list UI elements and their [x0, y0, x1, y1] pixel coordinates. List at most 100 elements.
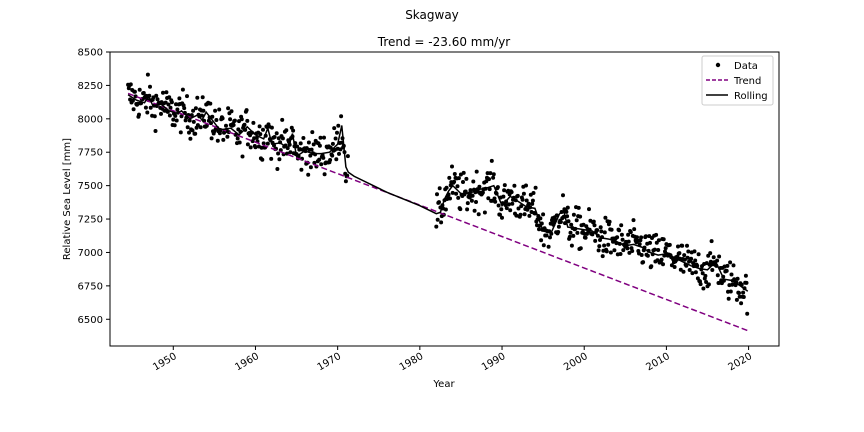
data-point — [461, 170, 466, 175]
data-point — [171, 117, 176, 122]
data-point — [463, 189, 468, 194]
data-point — [154, 93, 159, 98]
data-point — [729, 272, 734, 277]
data-point — [621, 248, 626, 253]
data-point — [641, 260, 646, 265]
data-point — [163, 100, 168, 105]
data-point — [677, 251, 682, 256]
data-point — [693, 258, 698, 263]
data-point — [645, 253, 650, 258]
data-point — [191, 119, 196, 124]
data-point — [491, 172, 496, 177]
data-point — [185, 94, 189, 99]
legend-data-marker — [715, 62, 721, 68]
data-point — [711, 255, 716, 260]
data-point — [717, 254, 722, 259]
rolling-line — [127, 94, 749, 292]
data-point — [200, 95, 205, 100]
legend: Data Trend Rolling — [701, 55, 774, 106]
data-point — [506, 202, 511, 207]
data-point — [477, 184, 482, 189]
data-point — [455, 184, 460, 189]
data-point — [728, 260, 733, 265]
data-point — [333, 136, 338, 141]
data-point — [175, 107, 180, 112]
data-point — [452, 179, 457, 184]
data-point — [178, 130, 183, 135]
data-point — [696, 252, 701, 257]
data-point — [141, 91, 146, 95]
data-point — [310, 130, 315, 135]
data-point — [284, 128, 289, 133]
data-point — [164, 90, 169, 95]
data-point — [231, 123, 236, 127]
data-point — [599, 229, 604, 234]
data-point — [318, 135, 323, 140]
x-tick-label: 2000 — [562, 351, 590, 373]
x-tick-label: 1970 — [316, 351, 344, 373]
data-point — [291, 128, 296, 133]
data-point — [174, 102, 178, 107]
data-point — [496, 203, 501, 208]
data-point — [317, 143, 322, 148]
data-point — [685, 255, 690, 260]
data-point — [556, 230, 561, 234]
data-point — [209, 136, 214, 141]
data-point — [257, 124, 262, 129]
data-point — [474, 169, 479, 174]
data-point — [444, 185, 449, 190]
data-point — [652, 247, 657, 252]
x-axis-label: Year — [432, 379, 455, 390]
data-point — [145, 110, 150, 115]
data-point — [627, 250, 632, 255]
data-point — [299, 167, 304, 172]
data-point — [167, 95, 172, 100]
data-point — [269, 156, 274, 161]
data-point — [330, 153, 335, 158]
y-tick-label: 8250 — [78, 81, 103, 92]
data-point — [188, 136, 193, 141]
data-point — [195, 123, 200, 128]
trend-line — [127, 92, 749, 332]
x-tick-label: 1990 — [480, 351, 508, 373]
data-point — [288, 150, 293, 155]
data-point — [663, 246, 668, 251]
data-point — [508, 208, 513, 213]
data-point — [208, 101, 213, 106]
data-point — [260, 157, 265, 162]
data-point — [565, 205, 570, 210]
data-point — [606, 242, 611, 247]
data-point — [450, 164, 454, 169]
data-point — [330, 141, 335, 146]
data-point — [209, 121, 213, 126]
data-point — [265, 141, 270, 146]
data-point — [495, 185, 500, 190]
data-point — [615, 235, 620, 240]
data-point — [609, 227, 614, 232]
y-axis-label: Relative Sea Level [mm] — [62, 138, 73, 260]
data-point — [487, 177, 491, 182]
data-point — [501, 194, 506, 199]
data-point — [190, 128, 195, 133]
data-point — [185, 125, 190, 130]
data-point — [706, 282, 711, 287]
data-point — [180, 87, 185, 92]
data-point — [345, 154, 350, 159]
data-point — [470, 193, 475, 198]
data-point — [675, 254, 680, 259]
data-point — [692, 249, 697, 254]
y-tick-label: 6500 — [78, 315, 103, 326]
data-point — [520, 197, 525, 202]
data-point — [672, 265, 677, 269]
y-tick-label: 7500 — [78, 181, 103, 192]
data-point — [245, 118, 250, 123]
data-point — [512, 183, 517, 188]
data-point — [617, 228, 622, 233]
data-point — [530, 198, 535, 203]
data-point — [308, 153, 313, 158]
data-point — [328, 158, 333, 162]
data-point — [261, 127, 265, 132]
data-point — [471, 179, 476, 184]
plot-area: 1950 1960 1970 1980 1990 2000 2010 2020 6500 675… — [78, 48, 780, 373]
data-point — [654, 232, 659, 237]
